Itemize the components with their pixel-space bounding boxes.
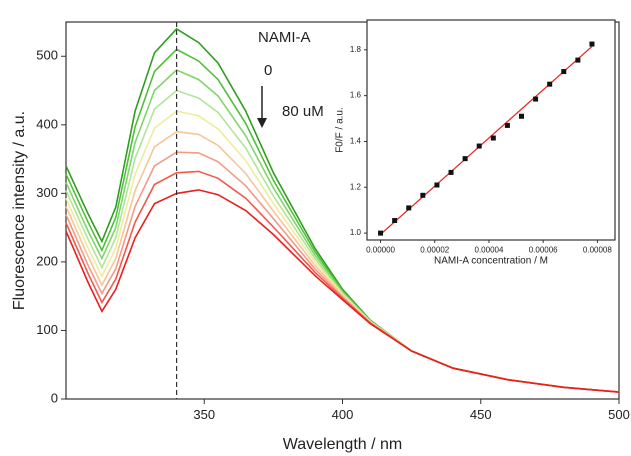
inset-background: [367, 20, 615, 240]
x-tick-label: 400: [332, 407, 354, 422]
data-point: [462, 156, 468, 162]
data-point: [547, 81, 553, 87]
y-tick-label: 0: [51, 390, 58, 405]
data-point: [589, 41, 595, 47]
data-point: [378, 230, 384, 236]
data-point: [504, 122, 510, 128]
data-point: [406, 205, 412, 211]
plot-frame: [366, 19, 616, 241]
y-tick-label: 1.2: [350, 182, 362, 191]
data-point: [448, 169, 454, 175]
y-tick-label: 1.0: [350, 228, 362, 237]
data-point: [392, 218, 398, 224]
plot-frame: [65, 21, 620, 400]
y-tick-label: 1.6: [350, 91, 362, 100]
x-tick-label: 450: [470, 407, 492, 422]
y-axis-label: F0/F / a.u.: [335, 107, 346, 153]
y-axis-label: Fluorescence intensity / a.u.: [11, 111, 28, 310]
annotation: NAMI-A: [258, 29, 311, 46]
x-tick-label: 0.00006: [529, 245, 558, 254]
y-tick-label: 400: [36, 116, 58, 131]
data-point: [420, 192, 426, 198]
fit-line: [380, 45, 593, 235]
x-tick-label: 350: [193, 407, 215, 422]
y-tick-label: 100: [36, 322, 58, 337]
x-tick-label: 0.00002: [420, 245, 449, 254]
y-tick-label: 500: [36, 48, 58, 63]
data-point: [490, 135, 496, 141]
data-point: [434, 182, 440, 188]
x-tick-label: 0.00008: [583, 245, 612, 254]
y-tick-label: 1.8: [350, 45, 362, 54]
data-point: [575, 57, 581, 63]
x-axis-label: NAMI-A concentration / M: [434, 255, 548, 266]
data-point: [518, 113, 524, 119]
y-tick-label: 200: [36, 253, 58, 268]
annotation: 80 uM: [282, 103, 324, 120]
x-tick-label: 500: [608, 407, 630, 422]
data-point: [476, 143, 482, 149]
y-tick-label: 300: [36, 185, 58, 200]
x-axis-label: Wavelength / nm: [283, 436, 402, 453]
arrow-head: [257, 118, 267, 128]
data-point: [561, 69, 567, 75]
spectrum-line: [65, 189, 620, 393]
data-point: [533, 96, 539, 102]
x-tick-label: 0.00004: [475, 245, 504, 254]
annotation: 0: [264, 62, 272, 79]
x-tick-label: 0.00000: [366, 245, 395, 254]
y-tick-label: 1.4: [350, 137, 362, 146]
